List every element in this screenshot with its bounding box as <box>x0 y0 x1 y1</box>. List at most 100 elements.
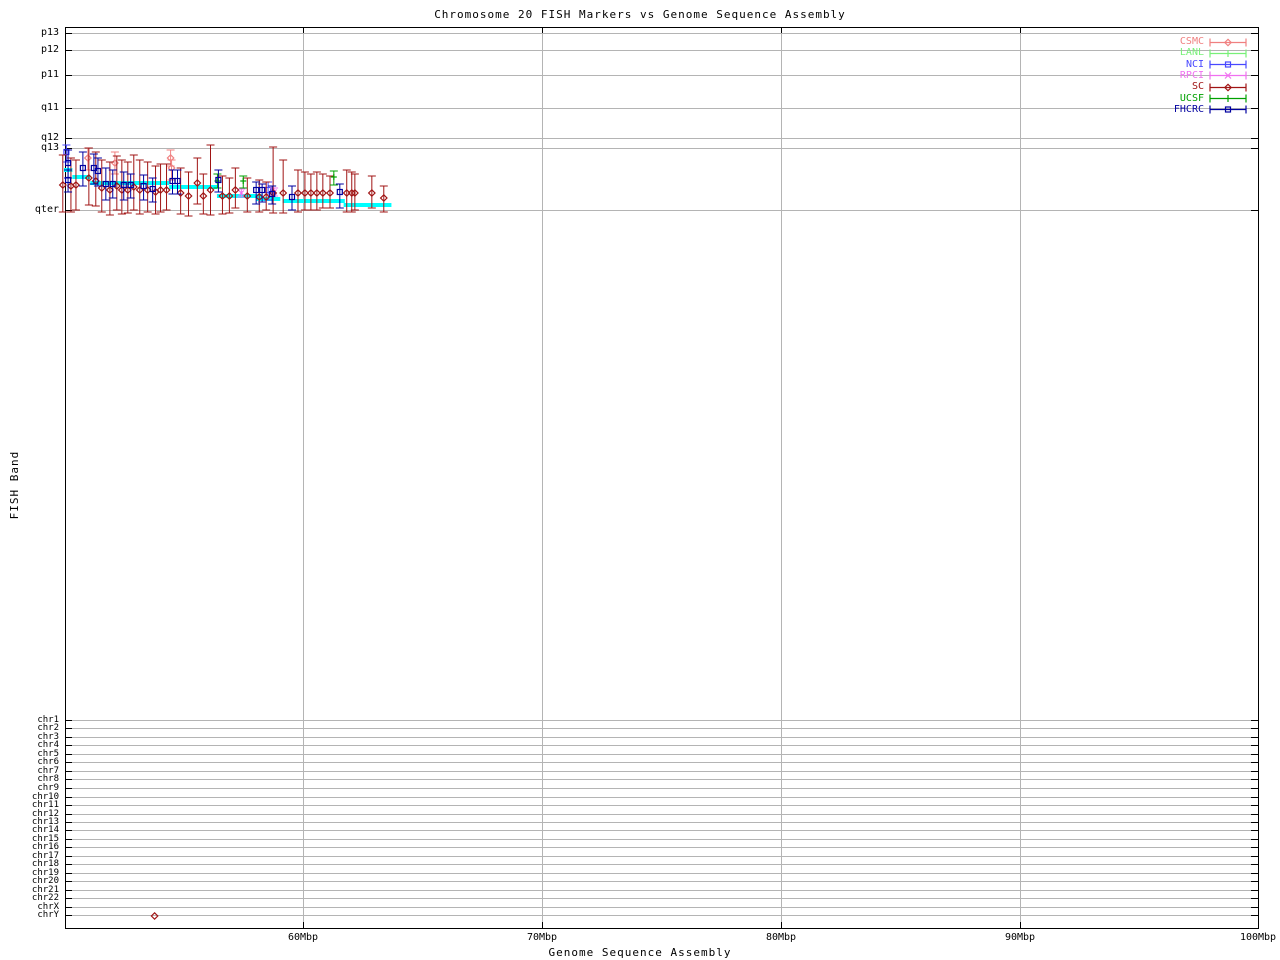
legend-entry-ucsf: UCSF <box>1180 93 1248 105</box>
chrom-tick-label: chr5 <box>37 749 59 759</box>
marker-diamond <box>306 188 315 198</box>
marker-diamond <box>129 182 138 192</box>
plot-frame <box>65 27 1259 929</box>
legend-sample-part <box>1224 61 1232 68</box>
band-tick-label: q11 <box>40 102 59 113</box>
marker-diamond <box>262 192 271 202</box>
marker-diamond <box>193 178 202 188</box>
marker-diamond <box>300 188 309 198</box>
marker-square <box>120 181 127 189</box>
marker-diamond <box>123 185 132 195</box>
marker-diamond <box>243 191 252 201</box>
marker-diamond <box>312 188 321 198</box>
legend-label: LANL <box>1179 47 1204 59</box>
chrom-tick-label: chr15 <box>31 834 59 844</box>
marker-diamond <box>156 185 165 195</box>
chrom-tick-label: chr9 <box>37 783 59 793</box>
legend-sample-errorbar <box>1209 60 1247 69</box>
marker-square <box>215 176 222 184</box>
x-tick-label: 90Mbp <box>1004 932 1036 943</box>
chrom-tick-label: chr8 <box>37 774 59 784</box>
legend-label: SC <box>1191 81 1204 93</box>
legend-sample-part <box>1224 106 1232 113</box>
legend-entry-sc: SC <box>1192 81 1248 93</box>
marker-square <box>253 186 260 194</box>
chrom-tick-label: chr17 <box>31 851 59 861</box>
chrom-tick-label: chr6 <box>37 757 59 767</box>
marker-square <box>265 186 272 194</box>
marker-diamond <box>225 191 234 201</box>
chrom-tick-label: chr22 <box>31 893 59 903</box>
chrom-tick-label: chr19 <box>31 868 59 878</box>
chrom-tick-label: chr1 <box>37 715 59 725</box>
legend-entry-fhcrc: FHCRC <box>1174 104 1248 116</box>
x-tick-label: 70Mbp <box>526 932 558 943</box>
legend-sample-errorbar <box>1209 49 1247 58</box>
marker-diamond <box>84 173 93 183</box>
marker-square <box>336 188 343 196</box>
chrom-tick-label: chrX <box>37 902 59 912</box>
legend-entry-rpci: RPCI <box>1180 70 1248 82</box>
band-tick-label: p13 <box>40 27 59 38</box>
legend-entry-lanl: LANL <box>1180 47 1248 59</box>
chrom-tick-label: chr21 <box>31 885 59 895</box>
legend-label: NCI <box>1185 58 1204 70</box>
marker-square <box>102 180 109 188</box>
marker-diamond <box>58 180 67 190</box>
marker-diamond <box>199 191 208 201</box>
chrom-tick-label: chr12 <box>31 809 59 819</box>
legend-label: UCSF <box>1179 92 1204 104</box>
legend-label: RPCI <box>1179 69 1204 81</box>
legend-sample-part <box>1223 83 1233 92</box>
legend-sample-part <box>1224 72 1232 80</box>
chrom-tick-label: chr4 <box>37 740 59 750</box>
x-axis-title: Genome Sequence Assembly <box>548 946 732 959</box>
marker-diamond <box>206 185 215 195</box>
legend-sample-errorbar <box>1209 105 1247 114</box>
band-tick-label: p11 <box>40 69 59 80</box>
plot-title: Chromosome 20 FISH Markers vs Genome Seq… <box>434 8 846 21</box>
marker-diamond <box>293 188 303 198</box>
marker-diamond <box>162 185 171 195</box>
legend-entry-nci: NCI <box>1186 59 1248 71</box>
chrom-tick-label: chr13 <box>31 817 59 827</box>
marker-square <box>149 185 156 193</box>
marker-diamond <box>166 153 175 163</box>
marker-diamond <box>150 911 159 921</box>
marker-diamond <box>105 185 114 195</box>
band-tick-label: qter <box>34 204 59 215</box>
band-tick-label: p12 <box>40 44 59 55</box>
marker-square <box>94 167 102 175</box>
x-tick-label: 100Mbp <box>1239 932 1277 943</box>
chrom-tick-label: chr20 <box>31 876 59 886</box>
marker-square <box>64 176 72 184</box>
marker-square <box>288 193 296 201</box>
y-axis-title: FISH Band <box>8 450 21 520</box>
band-tick-label: q12 <box>40 132 59 143</box>
marker-square <box>109 180 116 188</box>
marker-diamond <box>218 191 227 201</box>
marker-x <box>238 190 245 196</box>
marker-square <box>79 164 86 172</box>
legend-entry-csmc: CSMC <box>1180 36 1248 48</box>
marker-diamond <box>71 180 80 190</box>
marker-square <box>64 159 72 167</box>
marker-diamond <box>231 185 240 195</box>
marker-diamond <box>318 188 327 198</box>
chrom-tick-label: chr7 <box>37 766 59 776</box>
marker-diamond <box>176 188 185 198</box>
chrom-tick-label: chr18 <box>31 859 59 869</box>
marker-diamond <box>379 193 388 203</box>
legend-sample-errorbar <box>1209 37 1247 47</box>
legend-sample-errorbar <box>1209 71 1247 80</box>
marker-diamond <box>279 188 288 198</box>
chrom-tick-label: chr11 <box>31 800 59 810</box>
marker-diamond <box>325 188 335 198</box>
chrom-tick-label: chr10 <box>31 792 59 802</box>
legend-label: CSMC <box>1179 36 1204 47</box>
marker-diamond <box>367 188 376 198</box>
chrom-tick-label: chr16 <box>31 842 59 852</box>
legend-sample-errorbar <box>1209 94 1247 103</box>
